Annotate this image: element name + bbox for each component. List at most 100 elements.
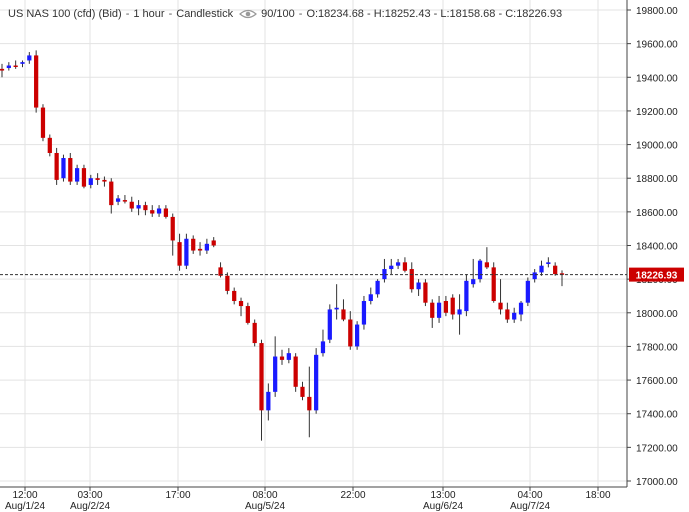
candle-body — [266, 391, 271, 411]
candle-up — [314, 348, 319, 414]
candle-body — [20, 62, 25, 64]
candle-down — [553, 262, 558, 276]
candle-body — [197, 248, 203, 251]
y-tick-label: 17000.00 — [636, 477, 678, 488]
candle-down — [40, 104, 46, 142]
candle-body — [177, 242, 182, 266]
candle-body — [115, 198, 121, 202]
y-tick-label: 18000.00 — [636, 309, 678, 320]
candle-up — [512, 307, 517, 323]
candle-body — [402, 262, 408, 271]
candle-body — [423, 282, 428, 303]
candle-down — [341, 299, 346, 322]
candle-body — [341, 309, 346, 320]
axes — [0, 0, 628, 488]
candle-down — [300, 381, 305, 401]
eye-icon[interactable] — [239, 8, 258, 20]
candle-down — [402, 257, 408, 273]
candle-up — [375, 279, 380, 298]
candle-body — [95, 178, 100, 180]
candle-body — [512, 312, 517, 320]
last-price-badge — [629, 267, 684, 282]
candle-up — [546, 257, 551, 268]
candle-body — [88, 178, 93, 185]
candle-body — [34, 55, 39, 108]
candle-body — [232, 290, 237, 302]
grid-lines — [0, 0, 627, 487]
chart-info-bar: US NAS 100 (cfd) (Bid) - 1 hour - Candle… — [8, 8, 563, 20]
candle-up — [532, 269, 537, 283]
candle-down — [109, 178, 114, 214]
candle-body — [286, 353, 291, 360]
candle-down — [13, 60, 18, 69]
candle-up — [355, 321, 360, 350]
candle-up — [204, 238, 209, 254]
candle-body — [559, 273, 565, 275]
candle-body — [464, 280, 469, 312]
y-tick-label: 19400.00 — [636, 73, 678, 84]
candle-body — [102, 179, 107, 182]
candle-body — [122, 200, 128, 202]
y-tick-label: 17800.00 — [636, 342, 678, 353]
y-tick-label: 17600.00 — [636, 376, 678, 387]
last-price-marker: 18226.93 — [0, 267, 684, 282]
x-tick-time-label: 22:00 — [340, 490, 365, 501]
x-tick-date-label: Aug/6/24 — [423, 501, 463, 512]
candle-down — [163, 205, 169, 219]
candle-body — [409, 269, 414, 290]
y-tick-label: 17400.00 — [636, 410, 678, 421]
candle-up — [20, 60, 25, 68]
candle-body — [518, 302, 524, 315]
candle-up — [518, 301, 524, 322]
candle-up — [539, 260, 544, 276]
candle-body — [395, 262, 401, 266]
candle-body — [47, 137, 52, 153]
candle-down — [218, 262, 223, 278]
candle-body — [136, 205, 141, 209]
candle-body — [436, 302, 442, 318]
x-tick-time-label: 03:00 — [77, 490, 102, 501]
candle-body — [13, 65, 18, 68]
candle-down — [245, 302, 250, 325]
candle-down — [348, 311, 353, 350]
candle-body — [505, 309, 510, 320]
candle-up — [525, 277, 530, 307]
candle-body — [314, 354, 319, 411]
candle-body — [539, 265, 544, 273]
y-tick-label: 18600.00 — [636, 208, 678, 219]
candle-body — [471, 279, 476, 285]
candle-body — [553, 265, 558, 275]
candle-up — [156, 205, 162, 217]
candle-body — [525, 280, 530, 303]
candle-body — [498, 302, 503, 310]
candle-down — [68, 152, 73, 185]
candle-body — [204, 243, 209, 251]
candle-body — [61, 158, 66, 179]
last-price-label: 18226.93 — [636, 271, 678, 282]
candle-body — [484, 262, 489, 268]
candle-down — [122, 195, 128, 204]
candle-body — [320, 341, 326, 354]
candle-up — [320, 329, 326, 357]
x-tick-time-label: 08:00 — [252, 490, 277, 501]
candle-down — [177, 233, 182, 271]
y-axis-ticks: 17000.00 17200.00 17400.00 17600.00 17800.00… — [627, 6, 678, 488]
instrument-name: US NAS 100 (cfd) (Bid) — [8, 8, 122, 20]
candle-up — [88, 174, 93, 189]
candle-body — [143, 205, 148, 211]
candle-down — [259, 339, 264, 441]
candle-down — [102, 176, 107, 187]
y-tick-label: 19600.00 — [636, 40, 678, 51]
candle-up — [27, 52, 32, 64]
chart-style-label: Candlestick — [176, 8, 234, 20]
candle-up — [382, 258, 387, 283]
candle-body — [150, 210, 155, 214]
candle-down — [225, 272, 230, 295]
candle-body — [245, 306, 250, 323]
candle-body — [75, 168, 80, 182]
candle-body — [54, 152, 59, 180]
candle-up — [464, 274, 469, 317]
candle-down — [81, 164, 87, 189]
x-tick-date-label: Aug/1/24 — [5, 501, 45, 512]
